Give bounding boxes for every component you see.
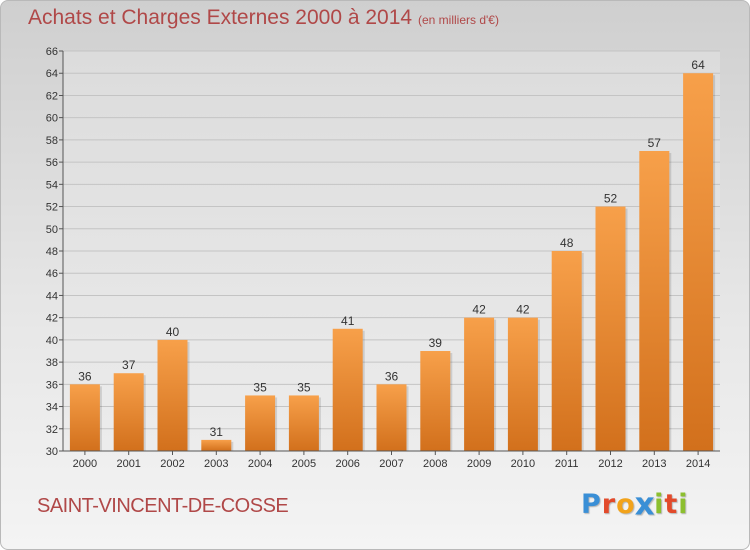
bar xyxy=(595,206,626,451)
bar xyxy=(551,251,582,451)
x-tick-label: 2001 xyxy=(116,458,140,470)
data-label: 35 xyxy=(297,380,311,394)
data-label: 36 xyxy=(78,369,92,383)
x-tick-label: 2003 xyxy=(204,458,228,470)
data-label: 57 xyxy=(648,136,662,150)
logo-letter: t xyxy=(664,489,679,520)
data-label: 64 xyxy=(691,58,705,72)
data-label: 42 xyxy=(516,303,530,317)
logo-letter: o xyxy=(616,489,636,520)
bar xyxy=(157,339,188,451)
data-label: 48 xyxy=(560,236,574,250)
commune-name: SAINT-VINCENT-DE-COSSE xyxy=(37,495,289,517)
bar xyxy=(683,73,714,451)
y-tick-label: 60 xyxy=(46,113,58,125)
y-tick-label: 52 xyxy=(46,202,58,214)
x-tick-label: 2004 xyxy=(248,458,272,470)
x-tick-label: 2014 xyxy=(686,458,710,470)
logo-letter: x xyxy=(634,486,656,523)
data-label: 39 xyxy=(429,336,443,350)
data-label: 40 xyxy=(166,325,180,339)
logo-letter: P xyxy=(581,489,602,520)
data-label: 41 xyxy=(341,314,355,328)
y-tick-label: 46 xyxy=(46,268,58,280)
bar xyxy=(69,384,100,451)
y-tick-label: 40 xyxy=(46,335,58,347)
x-tick-label: 2010 xyxy=(511,458,535,470)
bar xyxy=(420,351,451,451)
y-tick-label: 44 xyxy=(46,290,58,302)
x-tick-label: 2007 xyxy=(379,458,403,470)
y-tick-label: 30 xyxy=(46,446,58,458)
y-tick-label: 54 xyxy=(46,179,58,191)
y-tick-label: 38 xyxy=(46,357,58,369)
data-label: 36 xyxy=(385,369,399,383)
x-tick-label: 2011 xyxy=(555,458,579,470)
logo-letter: i xyxy=(678,489,689,520)
y-tick-label: 48 xyxy=(46,246,58,258)
y-tick-label: 58 xyxy=(46,135,58,147)
y-tick-label: 36 xyxy=(46,379,58,391)
data-label: 42 xyxy=(472,303,486,317)
x-tick-label: 2002 xyxy=(160,458,184,470)
x-tick-label: 2000 xyxy=(73,458,97,470)
bar xyxy=(288,395,319,451)
proxiti-logo[interactable]: Proxiti xyxy=(581,486,689,523)
y-tick-label: 56 xyxy=(46,157,58,169)
bar xyxy=(507,317,538,451)
x-tick-label: 2008 xyxy=(423,458,447,470)
bar xyxy=(113,373,144,451)
bar xyxy=(245,395,276,451)
bar xyxy=(201,439,232,451)
y-tick-label: 34 xyxy=(46,402,58,414)
x-tick-label: 2005 xyxy=(292,458,316,470)
data-label: 37 xyxy=(122,358,136,372)
y-tick-label: 32 xyxy=(46,424,58,436)
y-tick-label: 50 xyxy=(46,224,58,236)
bar xyxy=(639,151,670,451)
bar xyxy=(376,384,407,451)
data-label: 31 xyxy=(210,425,224,439)
logo-letter: i xyxy=(654,489,665,520)
logo-letter: r xyxy=(601,489,617,520)
y-tick-label: 66 xyxy=(46,46,58,58)
bar xyxy=(464,317,495,451)
bar xyxy=(332,328,363,451)
x-tick-label: 2009 xyxy=(467,458,491,470)
x-tick-label: 2006 xyxy=(335,458,359,470)
y-tick-label: 62 xyxy=(46,90,58,102)
x-tick-label: 2013 xyxy=(642,458,666,470)
data-label: 35 xyxy=(253,380,267,394)
x-tick-label: 2012 xyxy=(598,458,622,470)
y-tick-label: 42 xyxy=(46,313,58,325)
data-label: 52 xyxy=(604,192,618,206)
y-tick-label: 64 xyxy=(46,68,58,80)
chart-unit: (en milliers d'€) xyxy=(418,13,499,27)
chart-title: Achats et Charges Externes 2000 à 2014 xyxy=(28,6,413,29)
